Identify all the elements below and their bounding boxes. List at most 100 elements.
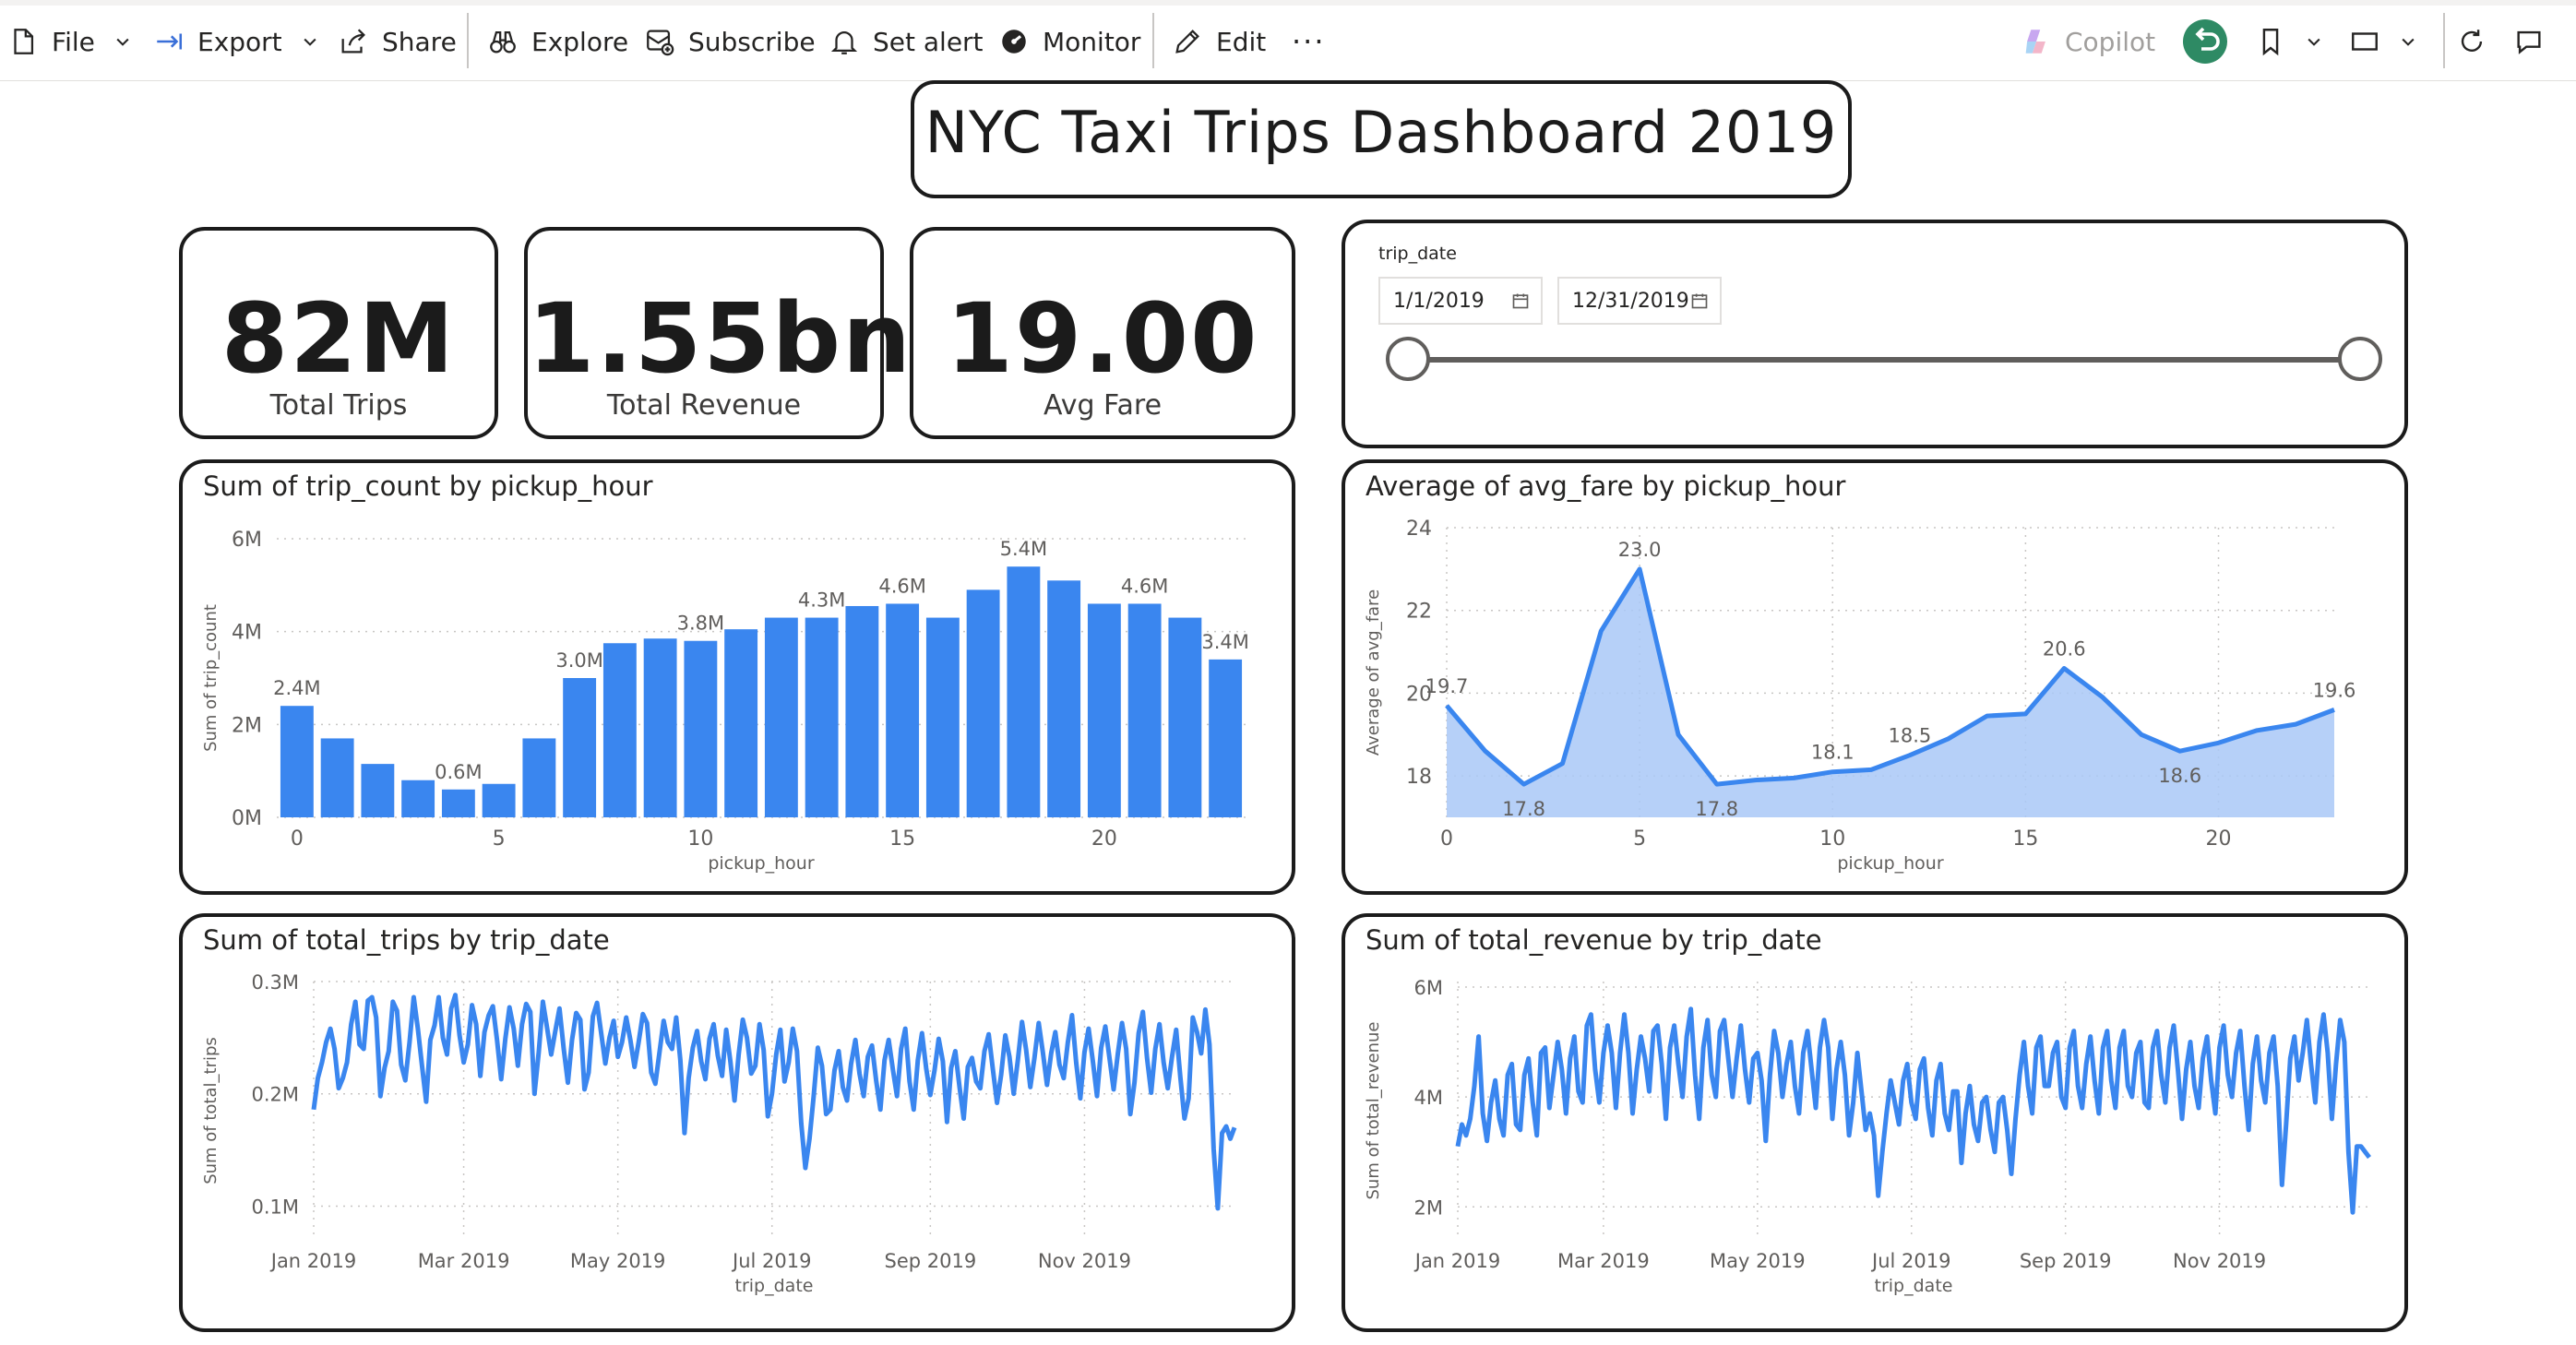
avg-fare-by-hour-chart[interactable]: Average of avg_fare by pickup_hour 18 20 2… (1342, 459, 2408, 895)
kpi-value: 82M (221, 282, 457, 395)
x-tick-label: Mar 2019 (1557, 1250, 1650, 1272)
file-label: File (52, 26, 95, 57)
share-icon (341, 29, 365, 54)
bookmark-menu[interactable] (2255, 20, 2323, 63)
x-tick-label: Jan 2019 (269, 1250, 357, 1272)
x-tick-label: Jul 2019 (1870, 1250, 1950, 1272)
x-tick-label: 15 (889, 827, 915, 851)
x-tick-label: 20 (1091, 827, 1117, 851)
range-start-handle[interactable] (1386, 337, 1430, 381)
data-label: 19.7 (1425, 675, 1469, 697)
series-line (1455, 1006, 2371, 1215)
kpi-card-avg-fare[interactable]: 19.00 Avg Fare (910, 227, 1295, 439)
line-chart-svg: 2M 4M 6M Jan 2019 Mar 2019 May 2019 Jul 2019 Se… (1364, 977, 2371, 1296)
copilot-icon (2025, 30, 2045, 54)
bar (441, 789, 475, 817)
x-tick-label: Mar 2019 (418, 1250, 510, 1272)
bar (1007, 566, 1041, 817)
x-tick-label: Jul 2019 (731, 1250, 811, 1272)
subscribe-button[interactable]: Subscribe (644, 20, 816, 63)
file-menu[interactable]: File (7, 20, 132, 63)
bar (724, 629, 758, 817)
monitor-button[interactable]: Monitor (998, 20, 1140, 63)
y-tick-label: 6M (232, 529, 262, 552)
copilot-label: Copilot (2065, 26, 2156, 57)
y-tick-label: 2M (1414, 1196, 1443, 1219)
y-tick-label: 6M (1414, 977, 1443, 999)
toolbar-divider (2443, 13, 2445, 68)
explore-label: Explore (531, 26, 629, 57)
slicer-label: trip_date (1378, 244, 1457, 264)
file-icon (14, 29, 34, 54)
view-menu[interactable] (2349, 20, 2417, 63)
chart-title: Sum of trip_count by pickup_hour (203, 470, 653, 502)
kpi-value: 19.00 (946, 282, 1259, 395)
kpi-card-total-revenue[interactable]: 1.55bn Total Revenue (524, 227, 913, 439)
chevron-down-icon (116, 38, 129, 46)
start-date-value: 1/1/2019 (1393, 289, 1485, 313)
data-label: 4.6M (878, 575, 926, 597)
x-tick-label: May 2019 (1710, 1250, 1806, 1272)
total-trips-by-date-chart[interactable]: Sum of total_trips by trip_date 0.1M 0.2M… (179, 913, 1295, 1332)
share-button[interactable]: Share (338, 20, 457, 63)
data-label: 3.4M (1201, 631, 1249, 653)
bar (1168, 617, 1202, 817)
gauge-icon (1002, 30, 1026, 54)
set-alert-button[interactable]: Set alert (829, 20, 984, 63)
x-axis-title: trip_date (1875, 1276, 1953, 1296)
range-end-handle[interactable] (2338, 337, 2382, 381)
bar (1047, 580, 1081, 817)
edit-button[interactable]: Edit (1172, 20, 1266, 63)
x-tick-label: 10 (1819, 827, 1845, 851)
comments-button[interactable] (2513, 20, 2545, 63)
area-chart-svg: 18 20 22 24 0 5 10 15 20 pickup_hour Average of av… (1364, 518, 2356, 874)
data-label: 19.6 (2313, 679, 2356, 701)
data-label: 0.6M (435, 761, 483, 783)
date-range-track[interactable] (1408, 357, 2364, 363)
comment-icon (2517, 30, 2541, 54)
bar (925, 617, 960, 817)
refresh-button[interactable] (2456, 20, 2487, 63)
export-menu[interactable]: Export (153, 20, 319, 63)
explore-button[interactable]: Explore (487, 20, 628, 63)
export-label: Export (197, 26, 282, 57)
chevron-down-icon (2308, 38, 2320, 46)
series-line (311, 993, 1237, 1211)
chart-title: Average of avg_fare by pickup_hour (1366, 470, 1846, 502)
y-axis-title: Sum of trip_count (201, 604, 221, 752)
start-date-input[interactable]: 1/1/2019 (1378, 277, 1543, 325)
kpi-card-total-trips[interactable]: 82M Total Trips (179, 227, 498, 439)
data-label: 4.6M (1121, 575, 1169, 597)
series-line (1445, 566, 2335, 787)
copilot-button[interactable]: Copilot (2021, 20, 2155, 63)
x-tick-label: Sep 2019 (884, 1250, 976, 1272)
bell-icon (830, 31, 858, 54)
end-date-value: 12/31/2019 (1572, 289, 1689, 313)
chevron-down-icon (2402, 38, 2415, 46)
x-tick-label: May 2019 (570, 1250, 666, 1272)
total-revenue-by-date-chart[interactable]: Sum of total_revenue by trip_date 2M 4M 6M… (1342, 913, 2408, 1332)
y-tick-label: 2M (232, 714, 262, 737)
binoculars-icon (490, 30, 516, 54)
y-tick-label: 24 (1406, 518, 1432, 541)
more-options-button[interactable]: ··· (1292, 24, 1326, 59)
monitor-label: Monitor (1043, 26, 1141, 57)
bar (1127, 603, 1162, 817)
refresh-icon (2461, 30, 2483, 52)
data-label: 5.4M (1000, 538, 1048, 560)
subscribe-label: Subscribe (688, 26, 816, 57)
report-toolbar: File Export Share Explore Subscribe Set … (0, 0, 2576, 81)
bar (320, 738, 354, 817)
x-tick-label: 5 (493, 827, 506, 851)
end-date-input[interactable]: 12/31/2019 (1557, 277, 1722, 325)
kpi-value: 1.55bn (528, 282, 913, 395)
data-label: 17.8 (1695, 798, 1738, 820)
bar (966, 589, 1000, 817)
reset-visuals-button[interactable] (2183, 19, 2227, 64)
x-tick-label: 0 (1440, 827, 1453, 851)
bar-chart-svg: 0M 2M 4M 6M pickup_hour Sum of trip_count 2.4M… (201, 529, 1249, 874)
chart-title: Sum of total_revenue by trip_date (1366, 924, 1822, 956)
y-tick-label: 0.1M (251, 1196, 299, 1218)
trip-count-by-hour-chart[interactable]: Sum of trip_count by pickup_hour 0M 2M 4M 6… (179, 459, 1295, 895)
bar (886, 603, 920, 817)
